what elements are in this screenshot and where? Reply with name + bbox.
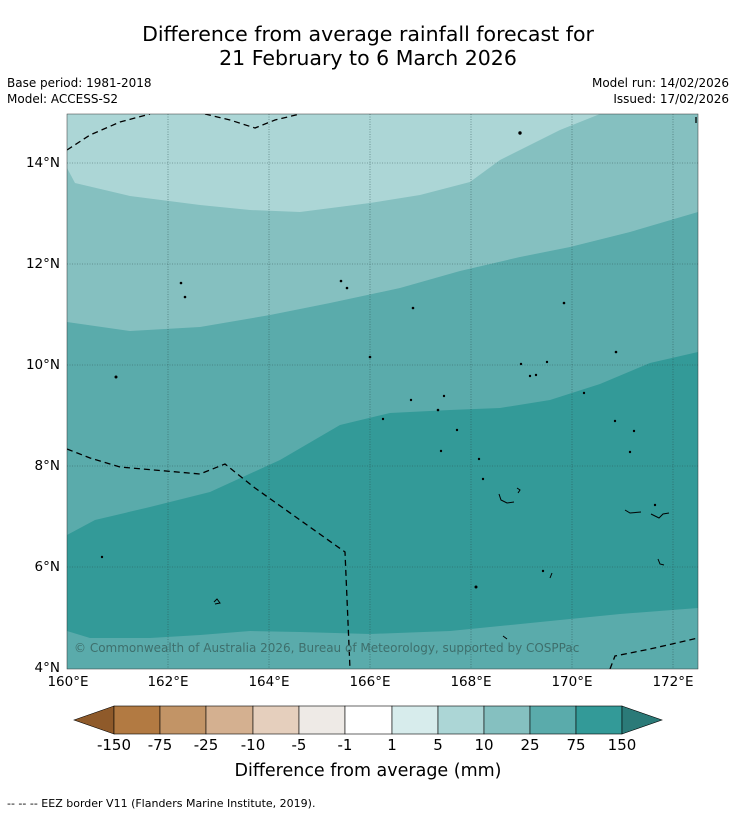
islands xyxy=(100,131,657,589)
colorbar-bin-8 xyxy=(437,705,485,735)
colorbar-bin-3 xyxy=(205,705,254,735)
rainfall-map xyxy=(67,114,698,669)
meta-right: Model run: 14/02/2026 Issued: 17/02/2026 xyxy=(592,75,729,107)
eez-borders xyxy=(67,114,698,669)
lat-label: 4°N xyxy=(34,660,60,676)
colorbar-bin-7 xyxy=(391,705,439,735)
eez-footnote: -- -- -- EEZ border V11 (Flanders Marine… xyxy=(7,797,316,810)
colorbar-tick: -5 xyxy=(291,736,307,754)
lon-label: 168°E xyxy=(450,674,492,690)
graticule xyxy=(67,114,698,669)
colorbar-tick: 150 xyxy=(607,736,637,754)
colorbar-tick: 5 xyxy=(433,736,443,754)
colorbar xyxy=(73,705,663,735)
colorbar-tick: -25 xyxy=(193,736,219,754)
lon-label: 160°E xyxy=(47,674,89,690)
colorbar-tick: 75 xyxy=(566,736,586,754)
band-dark xyxy=(67,352,698,638)
meta-left: Base period: 1981-2018 Model: ACCESS-S2 xyxy=(7,75,152,107)
lon-label: 162°E xyxy=(147,674,189,690)
base-period-label: Base period: 1981-2018 xyxy=(7,76,152,90)
issued-label: Issued: 17/02/2026 xyxy=(613,92,729,106)
colorbar-tick: -10 xyxy=(240,736,266,754)
colorbar-tick: -75 xyxy=(147,736,173,754)
colorbar-bin-4 xyxy=(252,705,300,735)
title-line-2: 21 February to 6 March 2026 xyxy=(219,46,517,70)
island-outlines xyxy=(213,487,670,640)
colorbar-bin-5 xyxy=(298,705,346,735)
copyright-notice: © Commonwealth of Australia 2026, Bureau… xyxy=(74,641,580,655)
lon-label: 164°E xyxy=(248,674,290,690)
colorbar-tick: 10 xyxy=(474,736,494,754)
colorbar-high-arrow xyxy=(621,705,663,735)
colorbar-bin-6 xyxy=(344,705,393,735)
colorbar-bin-2 xyxy=(159,705,207,735)
model-run-label: Model run: 14/02/2026 xyxy=(591,76,729,90)
model-label: Model: ACCESS-S2 xyxy=(7,92,119,106)
colorbar-tick: -150 xyxy=(96,736,132,754)
colorbar-tick: 25 xyxy=(520,736,540,754)
title-line-1: Difference from average rainfall forecas… xyxy=(142,22,594,46)
colorbar-low-arrow xyxy=(73,705,115,735)
colorbar-bin-9 xyxy=(483,705,531,735)
lat-label: 12°N xyxy=(25,256,60,272)
lat-label: 8°N xyxy=(34,458,60,474)
colorbar-title: Difference from average (mm) xyxy=(234,761,502,781)
lon-label: 170°E xyxy=(551,674,593,690)
map-frame xyxy=(66,113,699,670)
colorbar-tick: -1 xyxy=(337,736,353,754)
lon-label: 166°E xyxy=(349,674,391,690)
colorbar-bin-11 xyxy=(575,705,623,735)
lat-label: 14°N xyxy=(25,155,60,171)
lat-label: 10°N xyxy=(25,357,60,373)
colorbar-tick: 1 xyxy=(387,736,397,754)
chart-title: Difference from average rainfall forecas… xyxy=(0,22,736,70)
lat-label: 6°N xyxy=(34,559,60,575)
colorbar-bin-1 xyxy=(113,705,161,735)
colorbar-bin-10 xyxy=(529,705,577,735)
lon-label: 172°E xyxy=(652,674,694,690)
